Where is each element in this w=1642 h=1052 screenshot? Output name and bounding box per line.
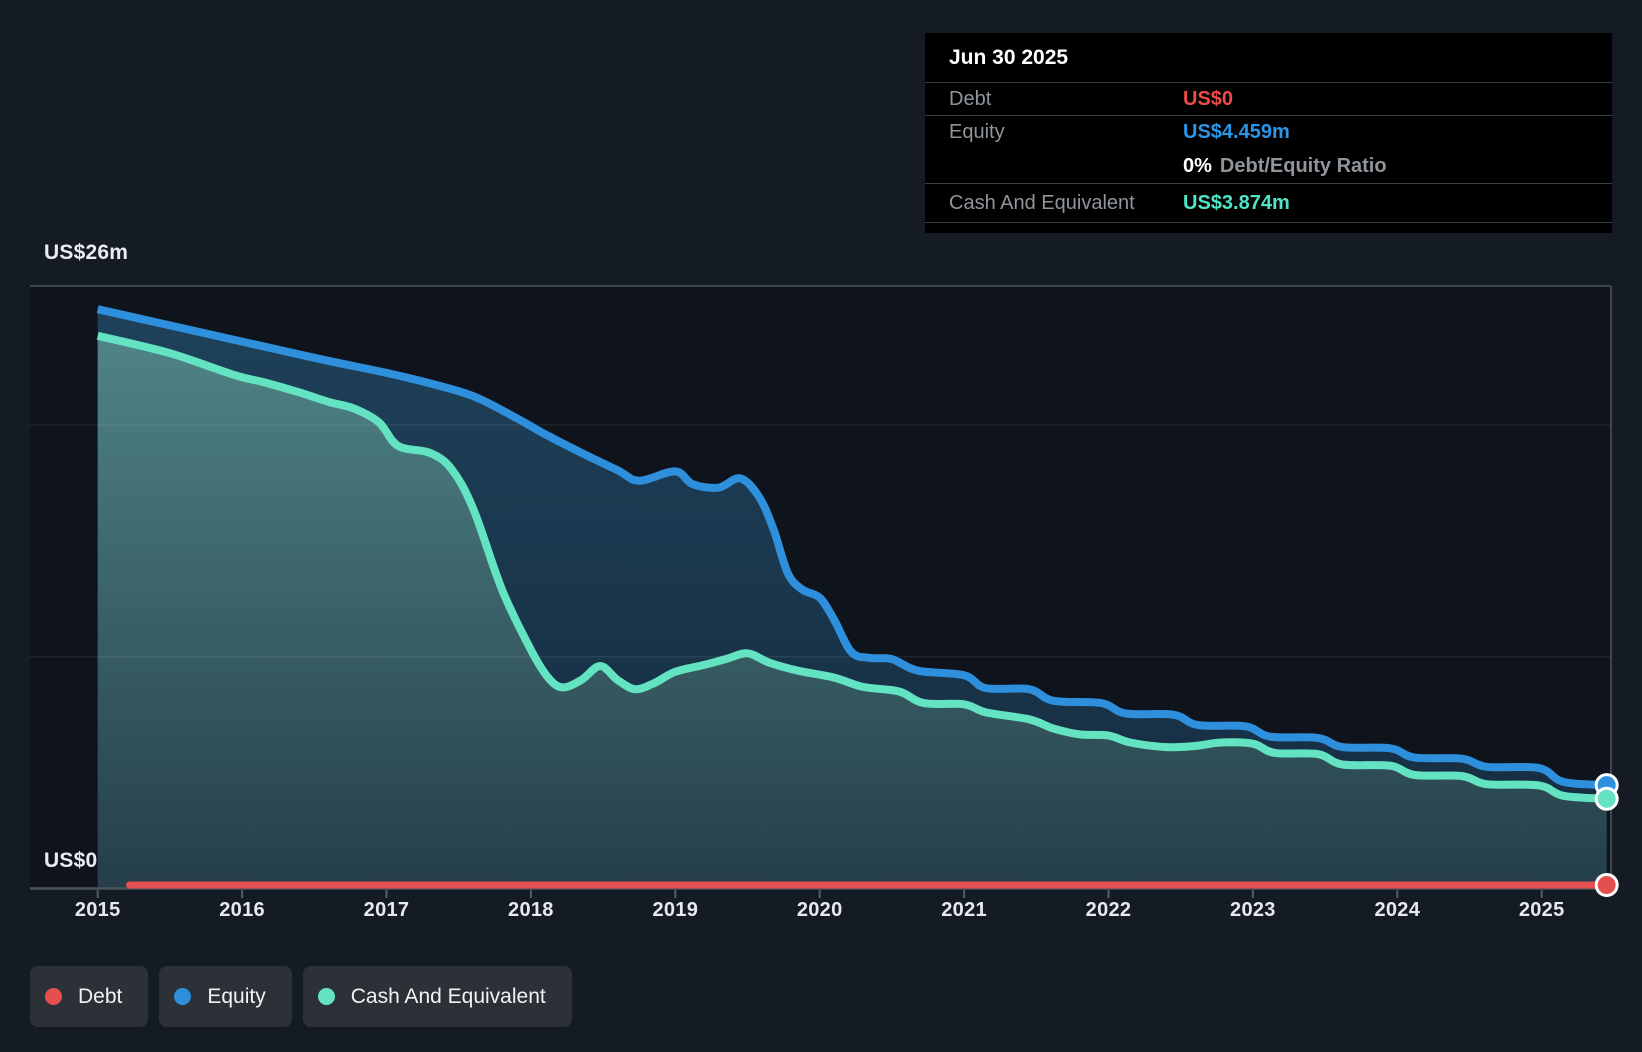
tooltip-ratio-value: 0% (1183, 154, 1212, 177)
cash-endpoint-dot (1594, 786, 1619, 811)
x-axis-label-2024: 2024 (1374, 899, 1421, 921)
cash-area (97, 335, 1607, 889)
tooltip-row-cash: Cash And Equivalent US$3.874m (925, 183, 1612, 223)
tooltip-cash-value: US$3.874m (1183, 191, 1290, 214)
cash-line (96, 331, 1607, 803)
x-axis-label-2019: 2019 (652, 899, 699, 921)
debt-endpoint-dot (1594, 873, 1619, 897)
tooltip-ratio-label: Debt/Equity Ratio (1219, 154, 1387, 177)
tooltip-row-equity: Equity US$4.459m (925, 115, 1612, 149)
tooltip-row-ratio: 0% Debt/Equity Ratio (925, 149, 1612, 183)
tooltip-debt-label: Debt (949, 87, 992, 110)
y-axis-label-zero: US$0 (44, 849, 98, 872)
tooltip-cash-label: Cash And Equivalent (949, 191, 1135, 214)
chart-legend: Debt Equity Cash And Equivalent (30, 966, 572, 1027)
equity-legend-dot-icon (174, 988, 192, 1005)
chart-tooltip: Jun 30 2025 Debt US$0 Equity US$4.459m 0… (925, 33, 1612, 233)
x-axis-label-2025: 2025 (1518, 899, 1565, 921)
debt-legend-dot-icon (45, 988, 62, 1005)
legend-item-equity[interactable]: Equity (159, 966, 292, 1027)
legend-item-debt[interactable]: Debt (30, 966, 149, 1027)
tooltip-equity-label: Equity (949, 121, 1005, 143)
x-axis-label-2021: 2021 (941, 899, 987, 921)
x-axis-label-2023: 2023 (1230, 899, 1276, 921)
x-axis-label-2022: 2022 (1085, 899, 1132, 921)
x-axis-label-2020: 2020 (796, 899, 843, 921)
tooltip-date: Jun 30 2025 (949, 45, 1069, 69)
legend-cash-label: Cash And Equivalent (350, 984, 546, 1008)
legend-debt-label: Debt (78, 984, 123, 1008)
x-axis-label-2017: 2017 (363, 899, 410, 921)
x-axis-label-2018: 2018 (508, 899, 554, 921)
x-axis: 2015 2016 2017 2018 2019 2020 2021 2022 … (0, 899, 1642, 929)
legend-equity-label: Equity (207, 984, 266, 1008)
cash-legend-dot-icon (317, 988, 335, 1005)
tooltip-equity-value: US$4.459m (1183, 121, 1290, 143)
y-axis-label-max: US$26m (44, 241, 129, 264)
legend-item-cash[interactable]: Cash And Equivalent (302, 966, 572, 1027)
tooltip-row-debt: Debt US$0 (925, 82, 1612, 115)
x-axis-label-2015: 2015 (74, 899, 121, 921)
tooltip-debt-value: US$0 (1183, 87, 1234, 110)
x-axis-label-2016: 2016 (219, 899, 265, 921)
equity-line (96, 305, 1608, 790)
